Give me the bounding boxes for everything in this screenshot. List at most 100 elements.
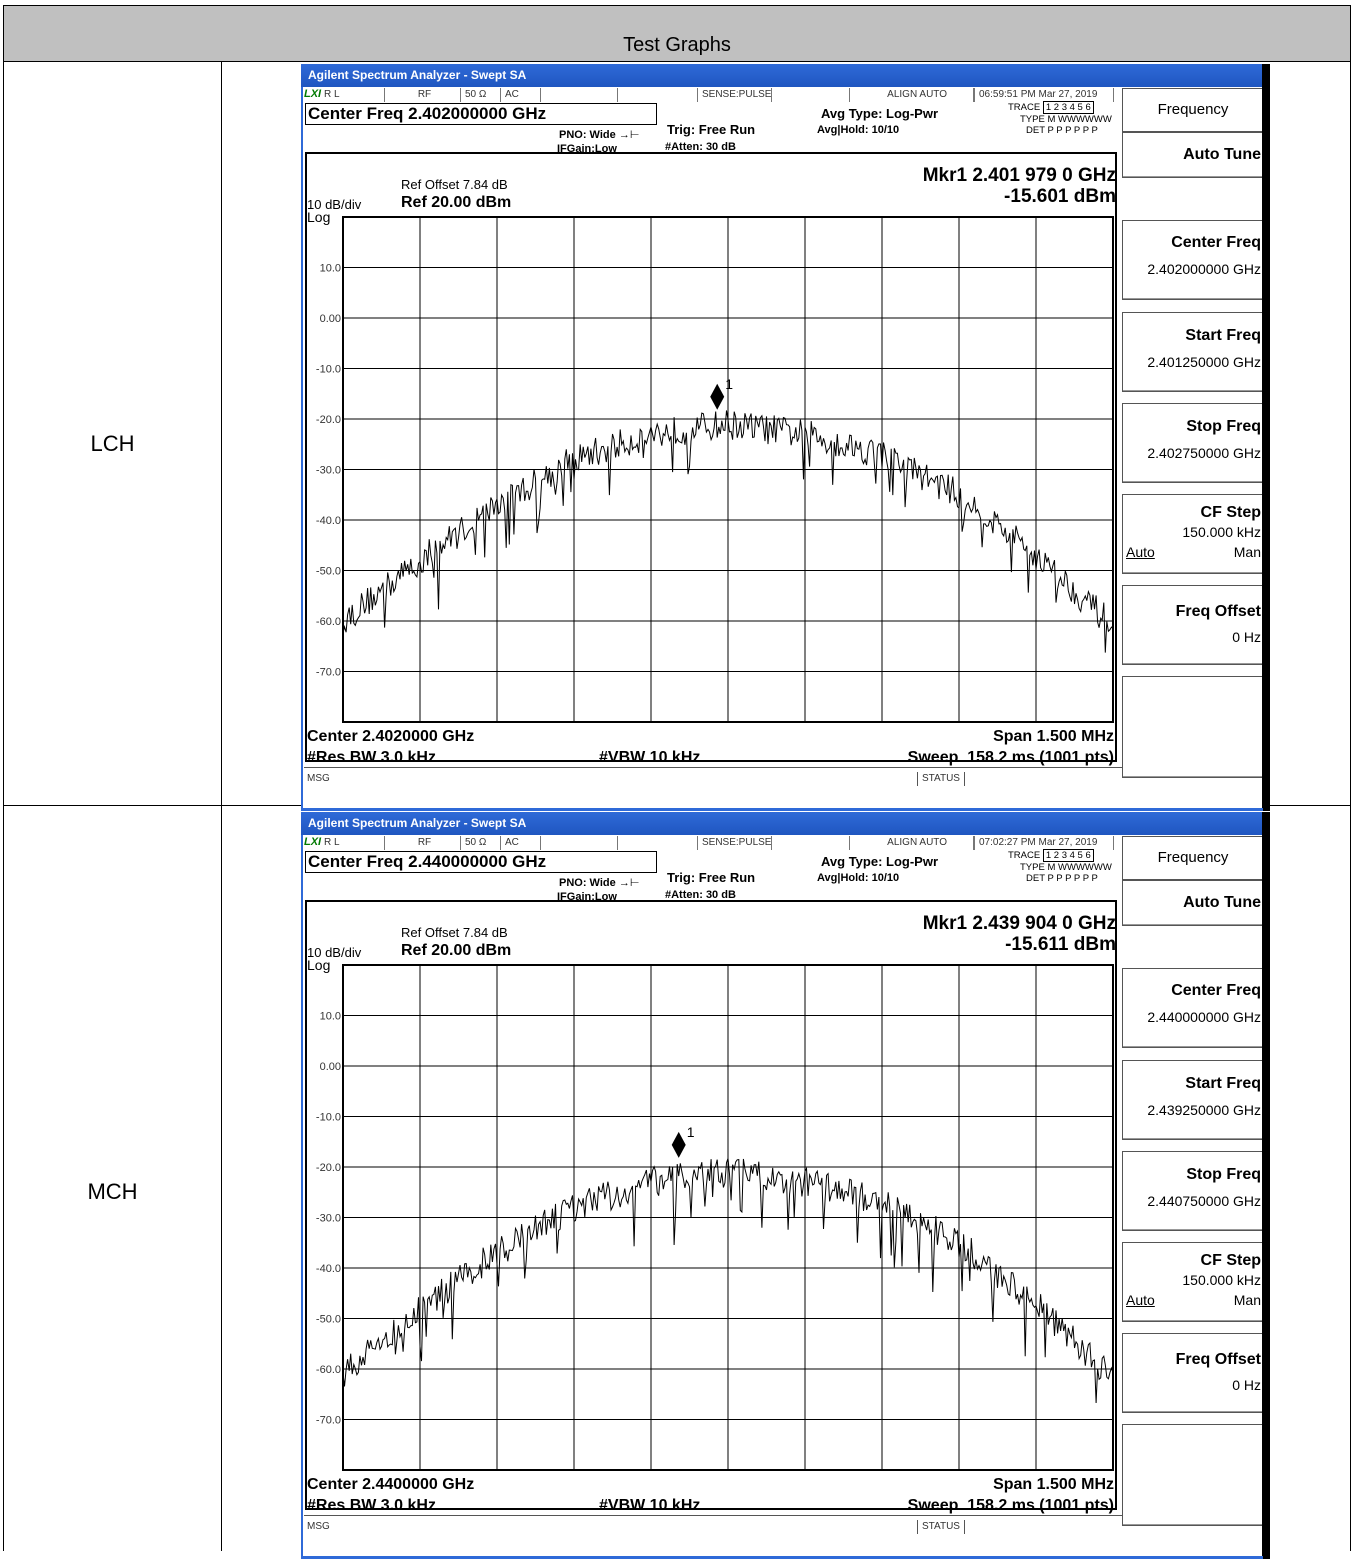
spectrum-graph: 10.0 0.00 -10.0 -20.0 -30.0 -40.0 -50.0 -60.0 -7…	[316, 964, 1114, 1471]
y-tick-label: 10.0	[320, 1011, 341, 1023]
softkey-center-freq[interactable]: Center Freq 2.402000000 GHz	[1122, 220, 1263, 300]
softkey-stop-freq-value: 2.402750000 GHz	[1147, 445, 1261, 461]
softkey-freq-offset[interactable]: Freq Offset 0 Hz	[1122, 585, 1263, 665]
y-tick-label: -50.0	[316, 1314, 341, 1326]
table-header-divider	[3, 61, 1351, 62]
status-blank-3	[772, 88, 850, 102]
ref-offset-label: Ref Offset 7.84 dB	[401, 177, 508, 192]
y-tick-label: 10.0	[320, 263, 341, 275]
center-freq-entry[interactable]: Center Freq 2.402000000 GHz	[305, 103, 657, 125]
window-right-edge	[1262, 64, 1270, 811]
softkey-start-freq-value: 2.401250000 GHz	[1147, 354, 1261, 370]
report-header: Test Graphs	[3, 5, 1351, 61]
avg-hold-label: Avg|Hold: 10/10	[817, 872, 900, 884]
softkey-panel: Frequency Auto Tune Center Freq 2.440000…	[1122, 836, 1263, 1526]
msg-label: MSG	[307, 773, 330, 784]
status-blank-3	[772, 836, 850, 850]
status-rf: RF	[385, 88, 461, 102]
avg-hold-label: Avg|Hold: 10/10	[817, 124, 900, 136]
ref-level-label: Ref 20.00 dBm	[401, 194, 512, 211]
footer-rbw: #Res BW 3.0 kHz	[307, 1497, 436, 1514]
softkey-auto-tune[interactable]: Auto Tune	[1122, 132, 1263, 178]
msg-label: MSG	[307, 1521, 330, 1532]
softkey-cf-step[interactable]: CF Step 150.000 kHz Auto Man	[1122, 1242, 1263, 1322]
softkey-start-freq[interactable]: Start Freq 2.401250000 GHz	[1122, 312, 1263, 392]
lxi-icon: LXI	[304, 88, 322, 100]
marker-diamond	[671, 1131, 686, 1158]
y-tick-label: -10.0	[316, 1112, 341, 1124]
status-label: STATUS	[917, 1520, 965, 1534]
lxi-icon: LXI	[304, 836, 322, 848]
trace-det: P P P P P P	[1047, 873, 1098, 884]
row-label-lch: LCH	[90, 431, 135, 456]
y-tick-label: -10.0	[316, 364, 341, 376]
softkey-blank[interactable]	[1122, 1424, 1263, 1526]
status-blank-1	[541, 836, 618, 850]
status-row: LXI R L RF 50 Ω AC SENSE:PULSE ALIGN AUT…	[304, 836, 1124, 850]
status-impedance: 50 Ω	[461, 88, 501, 102]
softkey-panel: Frequency Auto Tune Center Freq 2.402000…	[1122, 88, 1263, 778]
spectrum-graph: 10.0 0.00 -10.0 -20.0 -30.0 -40.0 -50.0 -60.0 -7…	[316, 216, 1114, 723]
status-label: STATUS	[917, 772, 965, 786]
marker-frequency: Mkr1 2.401 979 0 GHz	[922, 165, 1116, 186]
status-datetime: 06:59:51 PM Mar 27, 2019	[974, 88, 1114, 102]
trig-label: Trig: Free Run	[667, 870, 756, 885]
avg-type-label: Avg Type: Log-Pwr	[821, 854, 938, 869]
softkey-cf-step[interactable]: CF Step 150.000 kHz Auto Man	[1122, 494, 1263, 574]
softkey-auto-tune[interactable]: Auto Tune	[1122, 880, 1263, 926]
y-tick-label: -40.0	[316, 515, 341, 527]
window-titlebar[interactable]: Agilent Spectrum Analyzer - Swept SA	[301, 64, 1263, 87]
softkey-cf-step-auto: Auto	[1126, 544, 1155, 560]
trace-type: M WWWWWW	[1047, 114, 1112, 125]
window-title: Agilent Spectrum Analyzer - Swept SA	[308, 816, 527, 830]
trig-label: Trig: Free Run	[667, 122, 756, 137]
status-impedance: 50 Ω	[461, 836, 501, 850]
softkey-stop-freq[interactable]: Stop Freq 2.440750000 GHz	[1122, 1151, 1263, 1231]
footer-center: Center 2.4020000 GHz	[307, 728, 475, 745]
footer-center: Center 2.4400000 GHz	[307, 1476, 475, 1493]
window-right-edge	[1262, 812, 1270, 1559]
ref-offset-label: Ref Offset 7.84 dB	[401, 925, 508, 940]
status-datetime: 07:02:27 PM Mar 27, 2019	[974, 836, 1114, 850]
footer-sweep: Sweep 158.2 ms (1001 pts)	[907, 1497, 1114, 1514]
status-rl: R L	[320, 836, 385, 850]
window-titlebar[interactable]: Agilent Spectrum Analyzer - Swept SA	[301, 812, 1263, 835]
softkey-freq-offset[interactable]: Freq Offset 0 Hz	[1122, 1333, 1263, 1413]
softkey-center-freq[interactable]: Center Freq 2.440000000 GHz	[1122, 968, 1263, 1048]
softkey-start-freq[interactable]: Start Freq 2.439250000 GHz	[1122, 1060, 1263, 1140]
status-blank-2	[618, 836, 698, 850]
softkey-stop-freq-value: 2.440750000 GHz	[1147, 1193, 1261, 1209]
softkey-blank[interactable]	[1122, 676, 1263, 778]
softkey-cf-step-man: Man	[1233, 1292, 1261, 1308]
atten-label: #Atten: 30 dB	[665, 889, 736, 901]
marker-diamond	[710, 383, 725, 410]
window-title: Agilent Spectrum Analyzer - Swept SA	[308, 68, 527, 82]
y-tick-label: -30.0	[316, 1213, 341, 1225]
center-freq-entry[interactable]: Center Freq 2.440000000 GHz	[305, 851, 657, 873]
marker-number-label: 1	[725, 376, 733, 392]
report-header-title: Test Graphs	[623, 34, 731, 56]
y-tick-label: 0.00	[320, 313, 341, 325]
footer-span: Span 1.500 MHz	[993, 1476, 1114, 1493]
softkey-center-freq-value: 2.402000000 GHz	[1147, 261, 1261, 277]
status-sense: SENSE:PULSE	[698, 88, 772, 102]
status-sense: SENSE:PULSE	[698, 836, 772, 850]
softkey-menu-title: Frequency	[1122, 836, 1263, 880]
footer-rbw: #Res BW 3.0 kHz	[307, 749, 436, 766]
ref-level-label: Ref 20.00 dBm	[401, 942, 512, 959]
y-tick-label: -40.0	[316, 1263, 341, 1275]
pno-label: PNO: Wide →⊢	[559, 129, 640, 141]
softkey-cf-step-man: Man	[1233, 544, 1261, 560]
status-blank-1	[541, 88, 618, 102]
marker-number-label: 1	[687, 1124, 695, 1140]
y-tick-label: -70.0	[316, 1415, 341, 1427]
avg-type-label: Avg Type: Log-Pwr	[821, 106, 938, 121]
footer-sweep: Sweep 158.2 ms (1001 pts)	[907, 749, 1114, 766]
marker-frequency: Mkr1 2.439 904 0 GHz	[922, 913, 1116, 934]
status-row: LXI R L RF 50 Ω AC SENSE:PULSE ALIGN AUT…	[304, 88, 1124, 102]
trace-numbers: 1 2 3 4 5 6	[1042, 849, 1094, 862]
y-tick-label: -30.0	[316, 465, 341, 477]
softkey-stop-freq[interactable]: Stop Freq 2.402750000 GHz	[1122, 403, 1263, 483]
window-bottom-edge	[301, 808, 1263, 811]
trace-type: M WWWWWW	[1047, 862, 1112, 873]
